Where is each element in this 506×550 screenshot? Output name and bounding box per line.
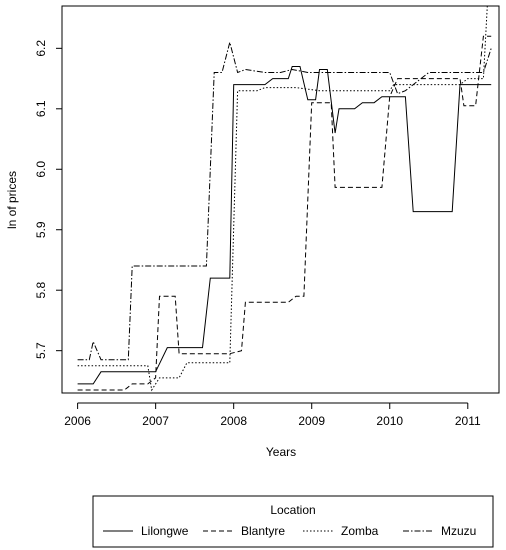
- x-tick-label: 2011: [455, 414, 481, 428]
- plot-frame: [61, 5, 500, 394]
- plot-area: [61, 5, 500, 394]
- x-tick-label: 2010: [376, 414, 403, 428]
- y-tick-label: 6.2: [34, 40, 48, 57]
- y-tick-label: 6.0: [34, 161, 48, 178]
- y-tick-label: 6.1: [34, 100, 48, 117]
- x-tick-label: 2006: [64, 414, 91, 428]
- y-tick-label: 5.9: [34, 221, 48, 238]
- series-line-zomba: [77, 5, 492, 392]
- legend-label-mzuzu: Mzuzu: [441, 524, 476, 538]
- y-tick-label: 5.7: [34, 342, 48, 359]
- x-tick-label: 2009: [298, 414, 325, 428]
- y-axis: 5.7 5.8 5.9 6.0 6.1 6.2: [34, 40, 62, 359]
- legend-label-lilongwe: Lilongwe: [141, 524, 189, 538]
- legend: Location Lilongwe Blantyre Zomba Mzuzu: [92, 495, 494, 548]
- y-axis-title: ln of prices: [5, 171, 19, 229]
- series-line-mzuzu: [77, 40, 492, 361]
- series-line-blantyre: [77, 35, 492, 391]
- x-tick-label: 2007: [142, 414, 169, 428]
- x-axis-title: Years: [266, 445, 296, 459]
- legend-title: Location: [270, 503, 315, 517]
- legend-label-blantyre: Blantyre: [241, 524, 285, 538]
- legend-box: [92, 495, 494, 548]
- x-tick-label: 2008: [220, 414, 247, 428]
- legend-items: Lilongwe Blantyre Zomba Mzuzu: [103, 524, 476, 538]
- x-axis: 2006 2007 2008 2009 2010 2011: [64, 402, 481, 428]
- series-layer: [77, 5, 492, 392]
- y-tick-label: 5.8: [34, 282, 48, 299]
- legend-label-zomba: Zomba: [341, 524, 379, 538]
- series-line-lilongwe: [77, 66, 492, 385]
